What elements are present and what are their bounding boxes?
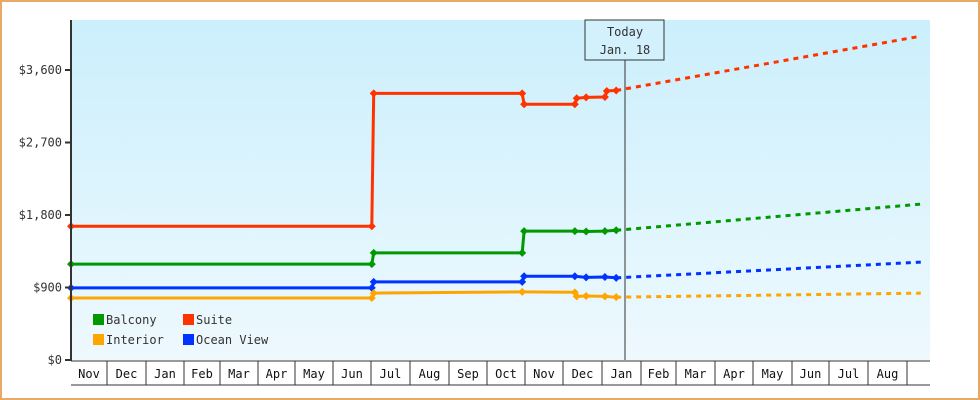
suite-data-point	[520, 100, 529, 109]
interior-data-point	[518, 287, 527, 296]
suite-data-point	[600, 92, 609, 101]
x-axis: Nov Dec Jan Feb Mar Apr May Jun Jul Aug Sep Oct Nov D…	[71, 360, 930, 386]
today-label: Today	[607, 25, 643, 39]
month-label: Jun	[341, 367, 363, 381]
interior-data-point	[582, 291, 591, 300]
plot-area	[71, 20, 930, 360]
ocean-view-data-point	[582, 273, 591, 282]
ocean-view-data-point	[369, 277, 378, 286]
suite-data-point	[369, 89, 378, 98]
month-label: Nov	[78, 367, 100, 381]
suite-data-point	[572, 94, 581, 103]
month-label: Mar	[685, 367, 707, 381]
month-label: Jul	[380, 367, 402, 381]
interior-forecast-line	[616, 291, 921, 299]
suite-data-point	[518, 89, 527, 98]
interior-data-point	[369, 289, 378, 298]
suite-data-point	[602, 86, 611, 95]
month-label: Jan	[154, 367, 176, 381]
month-label: Dec	[572, 367, 594, 381]
balcony-data-point	[369, 248, 378, 257]
month-label: Dec	[116, 367, 138, 381]
month-label: May	[762, 367, 784, 381]
y-tick-label: $1,800	[19, 208, 62, 222]
month-label: Mar	[228, 367, 250, 381]
suite-forecast-line	[615, 34, 922, 93]
series-interior	[67, 287, 921, 302]
balcony-data-point	[600, 227, 609, 236]
month-label: Feb	[648, 367, 670, 381]
series-balcony	[67, 202, 921, 269]
balcony-data-point	[367, 260, 376, 269]
legend-swatch-interior	[93, 334, 104, 345]
legend-label-ocean-view: Ocean View	[196, 333, 269, 347]
legend-label-balcony: Balcony	[106, 313, 157, 327]
series-ocean-view	[67, 260, 921, 292]
month-label: Jul	[838, 367, 860, 381]
month-label: Feb	[191, 367, 213, 381]
legend-label-interior: Interior	[106, 333, 164, 347]
suite-data-point	[367, 222, 376, 231]
month-label: Apr	[723, 367, 745, 381]
legend-swatch-balcony	[93, 314, 104, 325]
legend-swatch-ocean-view	[183, 334, 194, 345]
today-marker: Today Jan. 18	[584, 19, 665, 360]
balcony-forecast-line	[616, 202, 921, 232]
suite-data-point	[570, 100, 579, 109]
legend-swatch-suite	[183, 314, 194, 325]
ocean-view-forecast-line	[616, 260, 921, 280]
balcony-data-point	[520, 227, 529, 236]
balcony-data-point	[518, 248, 527, 257]
month-label: Oct	[495, 367, 517, 381]
series-suite	[67, 34, 922, 231]
y-tick-label: $900	[33, 281, 62, 295]
legend-label-suite: Suite	[196, 313, 232, 327]
interior-data-point	[572, 292, 581, 301]
month-label: Nov	[533, 367, 555, 381]
ocean-view-data-point	[600, 273, 609, 282]
interior-data-point	[600, 292, 609, 301]
month-label: Sep	[457, 367, 479, 381]
y-axis: $0 $900 $1,800 $2,700 $3,600	[19, 20, 72, 367]
y-tick-label: $3,600	[19, 63, 62, 77]
legend: Balcony Suite Interior Ocean View	[93, 313, 269, 347]
balcony-data-point	[582, 227, 591, 236]
month-label: Jan	[611, 367, 633, 381]
ocean-view-data-point	[570, 272, 579, 281]
today-box	[584, 19, 665, 61]
month-label: Aug	[419, 367, 441, 381]
ocean-view-data-point	[520, 272, 529, 281]
month-label: Aug	[877, 367, 899, 381]
month-label: Jun	[800, 367, 822, 381]
y-tick-label: $0	[48, 353, 62, 367]
month-label: Apr	[266, 367, 288, 381]
y-tick-label: $2,700	[19, 136, 62, 150]
balcony-data-point	[570, 227, 579, 236]
today-date: Jan. 18	[600, 43, 651, 57]
suite-data-point	[582, 93, 591, 102]
month-label: May	[303, 367, 325, 381]
series-layer	[67, 34, 922, 302]
